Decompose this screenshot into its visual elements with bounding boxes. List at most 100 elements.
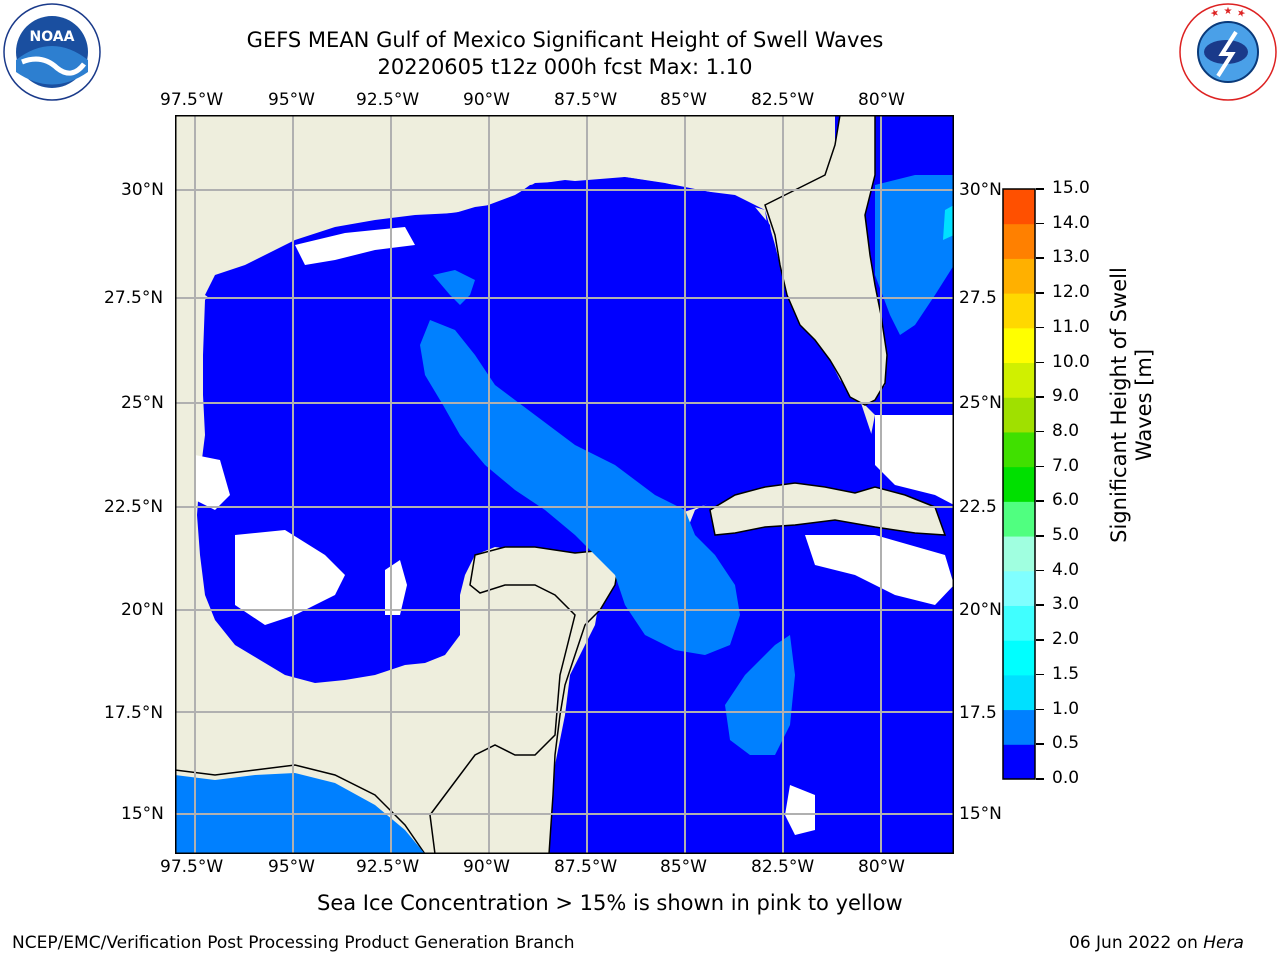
lat-label-left: 25°N (121, 393, 164, 413)
colorbar (1002, 188, 1036, 780)
colorbar-band (1003, 536, 1035, 572)
lon-label-bottom: 82.5°W (751, 857, 815, 877)
lon-label-bottom: 97.5°W (160, 857, 224, 877)
colorbar-band (1003, 570, 1035, 606)
lat-label-right: 15°N (959, 804, 1002, 824)
cuba (709, 482, 947, 536)
colorbar-band (1003, 327, 1035, 364)
lat-label-right: 27.5 (959, 288, 997, 308)
nws-logo: ★ ★ ★ (1179, 3, 1277, 101)
colorbar-band (1003, 466, 1035, 502)
lon-label-bottom: 95°W (268, 857, 315, 877)
colorbar-tick (1036, 396, 1044, 398)
colorbar-band (1003, 501, 1035, 537)
run-date-text: 06 Jun 2022 on (1069, 933, 1198, 953)
lon-label-bottom: 80°W (858, 857, 905, 877)
lat-label-right: 25°N (959, 393, 1002, 413)
colorbar-tick (1036, 708, 1044, 711)
colorbar-tick (1036, 326, 1044, 329)
colorbar-tick (1036, 778, 1044, 780)
colorbar-tick-label: 12.0 (1052, 282, 1090, 303)
colorbar-tick-label: 15.0 (1052, 178, 1090, 198)
colorbar-tick-label: 4.0 (1052, 559, 1080, 580)
lon-label-bottom: 85°W (660, 857, 707, 877)
colorbar-tick (1036, 465, 1044, 468)
colorbar-tick (1036, 535, 1044, 537)
lat-label-left: 15°N (121, 804, 164, 824)
sea-ice-note: Sea Ice Concentration > 15% is shown in … (317, 891, 903, 915)
colorbar-tick (1036, 257, 1044, 259)
lon-label-top: 82.5°W (751, 90, 815, 110)
colorbar-tick-label: 8.0 (1052, 420, 1080, 441)
lat-label-left: 22.5°N (104, 497, 164, 517)
colorbar-label-box: Significant Height of Swell Waves [m] (1100, 175, 1164, 635)
noaa-logo-text: NOAA (30, 29, 75, 45)
colorbar-tick-label: 2.0 (1052, 629, 1080, 650)
lon-label-top: 97.5°W (160, 90, 224, 110)
branch-credit: NCEP/EMC/Verification Post Processing Pr… (12, 933, 575, 953)
lat-label-left: 30°N (121, 180, 164, 200)
colorbar-band (1003, 258, 1035, 294)
lon-label-top: 95°W (268, 90, 315, 110)
lon-label-top: 87.5°W (554, 90, 618, 110)
lat-label-right: 22.5 (959, 497, 997, 517)
colorbar-tick (1036, 292, 1044, 294)
lat-label-left: 27.5°N (104, 288, 164, 308)
colorbar-tick-label: 0.0 (1052, 768, 1080, 788)
colorbar-tick (1036, 430, 1044, 433)
colorbar-band (1003, 431, 1035, 468)
colorbar-band (1003, 189, 1035, 225)
colorbar-tick-label: 0.5 (1052, 733, 1080, 754)
colorbar-tick-label: 14.0 (1052, 212, 1090, 233)
colorbar-tick-label: 7.0 (1052, 455, 1080, 476)
colorbar-tick-label: 11.0 (1052, 316, 1090, 337)
colorbar-tick-label: 3.0 (1052, 594, 1080, 615)
colorbar-tick (1036, 222, 1044, 225)
lon-label-top: 80°W (858, 90, 905, 110)
florida (764, 115, 888, 406)
graticule (175, 115, 954, 854)
lat-label-right: 20°N (959, 600, 1002, 620)
gulf-map (175, 115, 954, 854)
colorbar-band (1003, 397, 1035, 433)
chart-subtitle: 20220605 t12z 000h fcst Max: 1.10 (377, 55, 753, 79)
colorbar-band (1003, 709, 1035, 745)
colorbar-tick (1036, 569, 1044, 572)
lon-label-bottom: 87.5°W (554, 857, 618, 877)
colorbar-tick (1036, 673, 1044, 676)
colorbar-tick (1036, 361, 1044, 364)
colorbar-tick (1036, 500, 1044, 502)
colorbar-band (1003, 362, 1035, 398)
noaa-logo: NOAA (3, 3, 101, 101)
colorbar-tick-label: 9.0 (1052, 386, 1080, 407)
chart-title: GEFS MEAN Gulf of Mexico Significant Hei… (246, 28, 884, 52)
colorbar-band (1003, 674, 1035, 711)
colorbar-band (1003, 605, 1035, 641)
lat-label-left: 17.5°N (104, 703, 164, 723)
lon-label-top: 90°W (463, 90, 510, 110)
colorbar-tick-label: 6.0 (1052, 490, 1080, 511)
lon-label-top: 92.5°W (356, 90, 420, 110)
colorbar-tick (1036, 639, 1044, 641)
colorbar-band (1003, 744, 1035, 780)
colorbar-label: Significant Height of Swell Waves [m] (1107, 267, 1156, 543)
colorbar-band (1003, 640, 1035, 676)
lat-label-right: 17.5 (959, 703, 997, 723)
lat-label-right: 30°N (959, 180, 1002, 200)
lon-label-bottom: 90°W (463, 857, 510, 877)
lon-label-bottom: 92.5°W (356, 857, 420, 877)
lon-label-top: 85°W (660, 90, 707, 110)
colorbar-tick-label: 1.5 (1052, 663, 1080, 684)
lat-label-left: 20°N (121, 600, 164, 620)
colorbar-tick-label: 13.0 (1052, 247, 1090, 268)
colorbar-tick (1036, 188, 1044, 190)
colorbar-tick-label: 1.0 (1052, 698, 1080, 719)
colorbar-tick (1036, 604, 1044, 606)
colorbar-tick-label: 5.0 (1052, 525, 1080, 546)
colorbar-band (1003, 293, 1035, 329)
colorbar-tick-label: 10.0 (1052, 351, 1090, 372)
run-date: 06 Jun 2022 on Hera (1069, 933, 1244, 953)
colorbar-band (1003, 223, 1035, 259)
colorbar-tick (1036, 743, 1044, 745)
machine-name: Hera (1203, 933, 1244, 953)
